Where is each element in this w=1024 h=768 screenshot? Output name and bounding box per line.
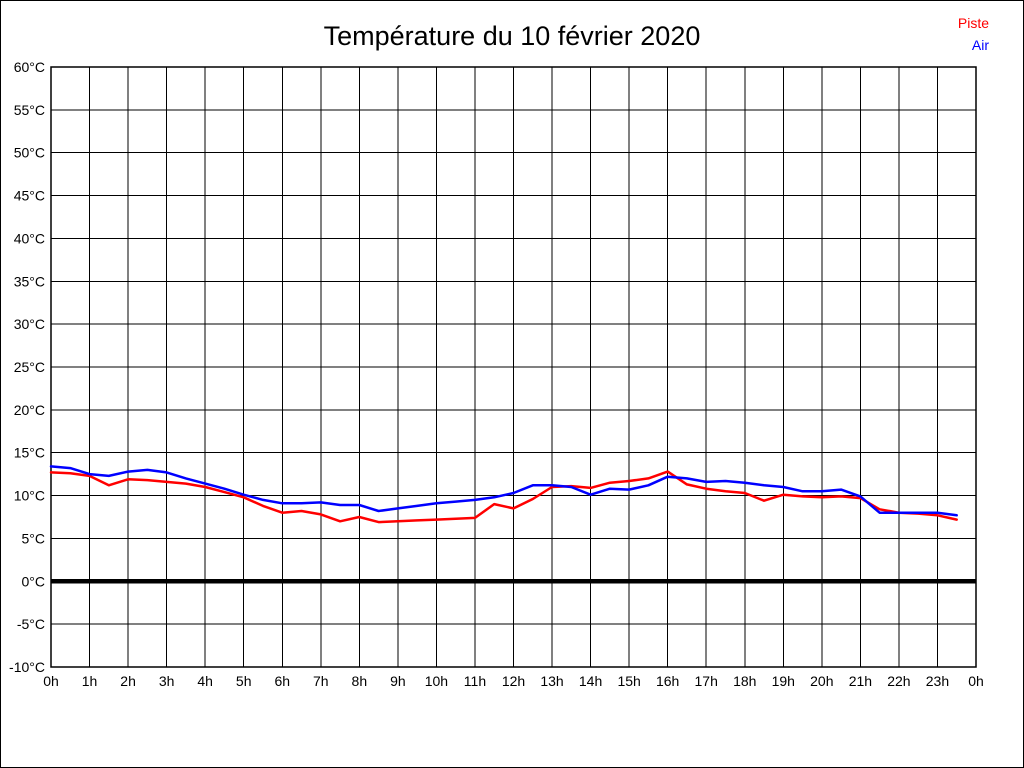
- x-axis-tick-label: 6h: [274, 673, 290, 689]
- x-axis-tick-label: 11h: [464, 673, 486, 689]
- y-axis-tick-label: 10°C: [14, 488, 45, 504]
- x-axis-tick-label: 18h: [733, 673, 756, 689]
- y-axis-tick-label: 45°C: [14, 188, 45, 204]
- x-axis-tick-label: 7h: [313, 673, 329, 689]
- series-piste-line: [49, 470, 958, 524]
- x-axis-tick-label: 16h: [656, 673, 679, 689]
- legend-item-air: Air: [971, 37, 989, 53]
- y-axis-tick-label: 25°C: [14, 359, 45, 375]
- x-axis-tick-label: 20h: [810, 673, 833, 689]
- y-axis-tick-label: 5°C: [22, 530, 46, 546]
- y-axis-tick-label: 40°C: [14, 230, 45, 246]
- y-axis-tick-label: -10°C: [9, 659, 45, 675]
- legend-item-piste: Piste: [957, 15, 989, 31]
- x-axis-tick-label: 13h: [540, 673, 563, 689]
- x-axis-tick-label: 2h: [120, 673, 136, 689]
- x-axis-tick-label: 9h: [390, 673, 406, 689]
- legend: Piste Air: [958, 12, 989, 56]
- x-axis-tick-label: 3h: [159, 673, 175, 689]
- x-axis-tick-label: 14h: [579, 673, 602, 689]
- y-axis-tick-label: 0°C: [22, 573, 46, 589]
- x-axis-tick-label: 23h: [926, 673, 949, 689]
- x-axis-tick-label: 21h: [849, 673, 872, 689]
- x-axis-tick-label: 17h: [695, 673, 718, 689]
- y-axis-tick-label: -5°C: [17, 616, 45, 632]
- x-axis-tick-label: 8h: [352, 673, 368, 689]
- y-axis-tick-label: 35°C: [14, 273, 45, 289]
- y-axis-tick-label: 30°C: [14, 316, 45, 332]
- x-axis-tick-label: 1h: [82, 673, 98, 689]
- x-axis-tick-label: 0h: [968, 673, 984, 689]
- y-axis-tick-label: 50°C: [14, 145, 45, 161]
- series-air-line: [49, 465, 958, 517]
- x-axis-tick-label: 10h: [425, 673, 448, 689]
- x-axis-tick-label: 4h: [197, 673, 213, 689]
- chart-title: Température du 10 février 2020: [323, 21, 701, 51]
- x-axis-tick-label: 12h: [502, 673, 525, 689]
- y-axis-tick-label: 60°C: [14, 59, 45, 75]
- plot-frame: [50, 66, 977, 668]
- x-axis-tick-label: 22h: [887, 673, 910, 689]
- x-axis-tick-label: 19h: [772, 673, 795, 689]
- y-axis-tick-label: 15°C: [14, 445, 45, 461]
- x-axis-tick-label: 5h: [236, 673, 252, 689]
- y-axis-tick-label: 20°C: [14, 402, 45, 418]
- x-axis-tick-label: 0h: [43, 673, 59, 689]
- x-axis-tick-label: 15h: [617, 673, 640, 689]
- y-axis-tick-label: 55°C: [14, 102, 45, 118]
